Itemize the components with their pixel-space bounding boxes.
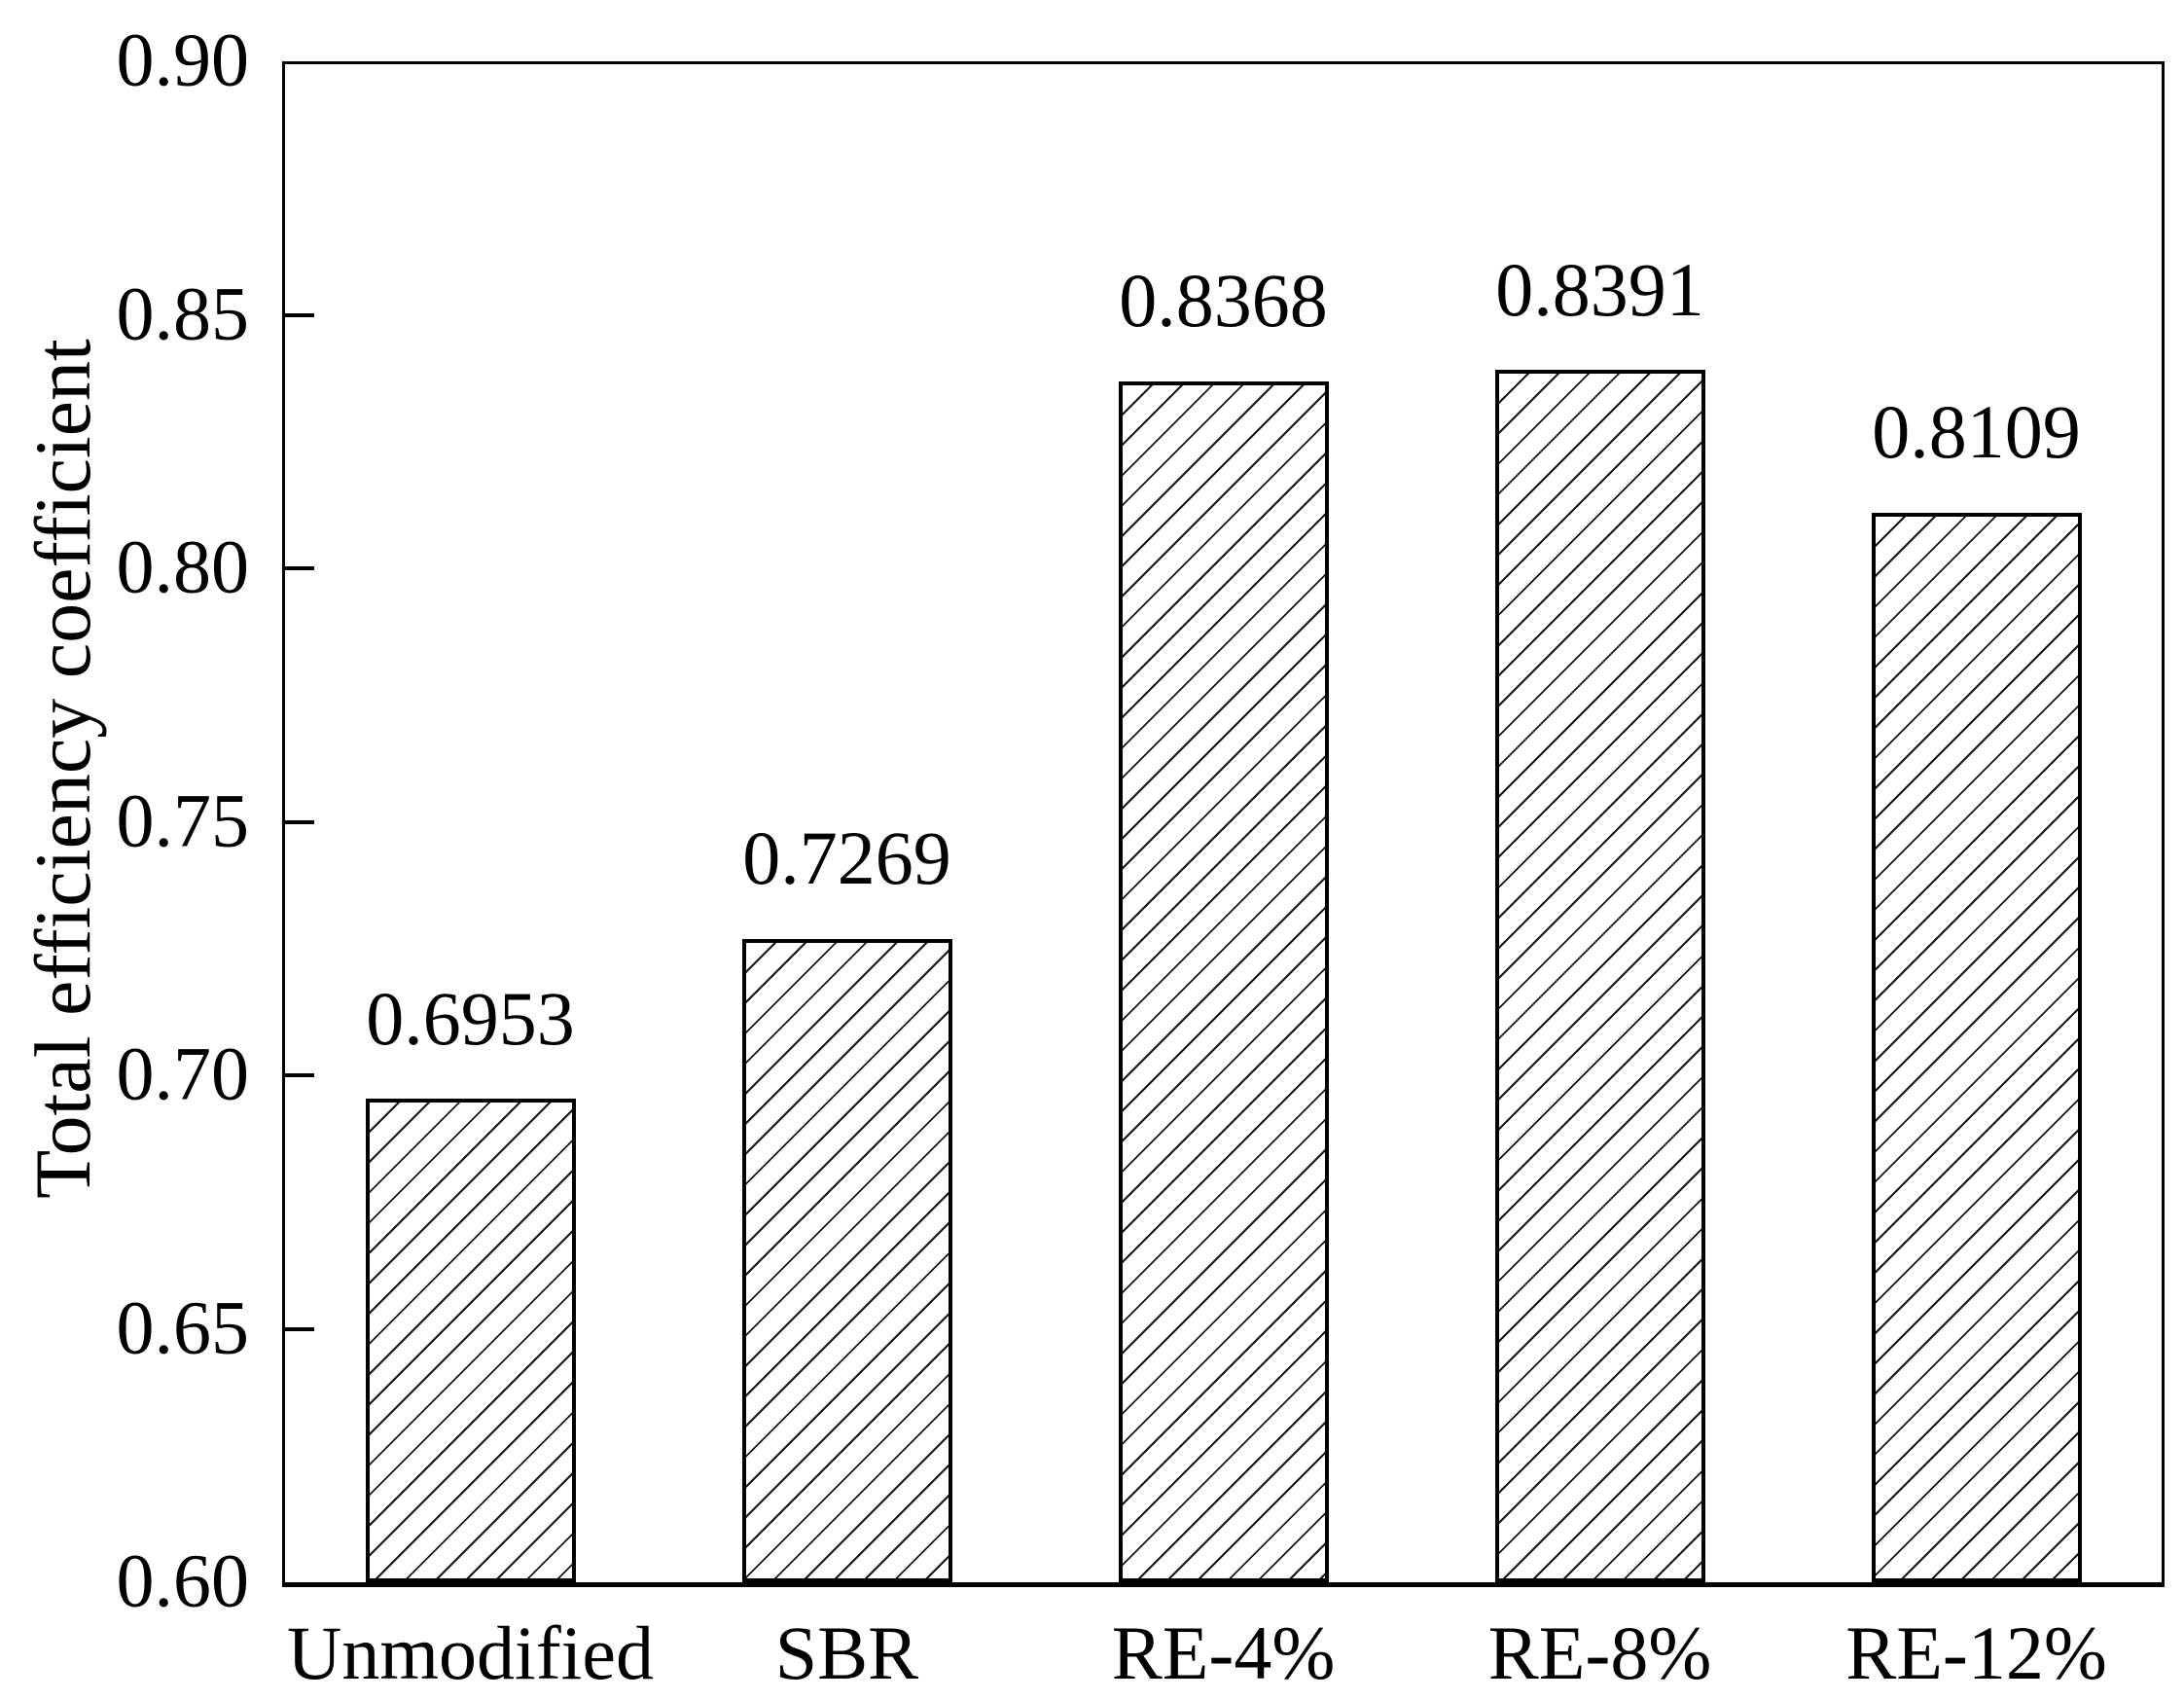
y-tick-mark [285,819,314,824]
x-axis-category-label: RE-4% [1111,1610,1336,1695]
y-tick-mark [285,1326,314,1331]
bar-value-label: 0.7269 [742,815,951,901]
bar [1871,513,2082,1582]
bar [741,938,952,1582]
bar-value-label: 0.8109 [1872,389,2081,475]
bar [1118,381,1329,1582]
y-tick-label: 0.90 [116,17,250,102]
x-axis-category-label: Unmodified [287,1610,654,1695]
bar [365,1099,576,1582]
y-tick-label: 0.85 [116,270,250,355]
y-tick-label: 0.60 [116,1537,250,1623]
x-axis-category-label: SBR [774,1610,919,1695]
y-tick-label: 0.70 [116,1031,250,1116]
y-axis-title-text: Total efficiency coefficient [18,339,107,1199]
y-tick-mark [285,312,314,317]
bar [1494,370,1705,1582]
y-tick-label: 0.75 [116,777,250,862]
y-tick-mark [285,566,314,570]
x-axis-category-label: RE-12% [1845,1610,2107,1695]
bar-value-label: 0.8368 [1119,258,1328,344]
x-axis-category-label: RE-8% [1487,1610,1712,1695]
y-tick-label: 0.80 [116,524,250,609]
bar-value-label: 0.6953 [366,975,575,1061]
y-tick-label: 0.65 [116,1284,250,1369]
bar-value-label: 0.8391 [1495,246,1704,332]
y-tick-mark [285,1073,314,1077]
